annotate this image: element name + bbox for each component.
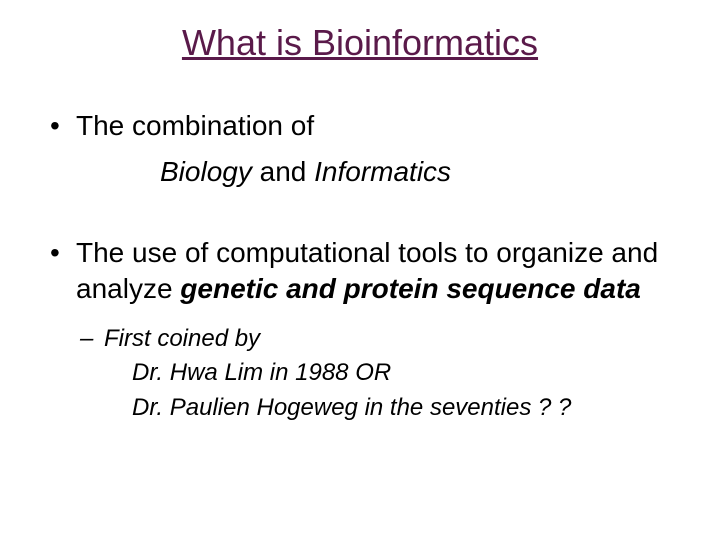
bullet-1-indent: Biology and Informatics bbox=[48, 154, 672, 190]
sub-line-2: Dr. Paulien Hogeweg in the seventies ? ? bbox=[76, 391, 672, 426]
bullet-item-2: The use of computational tools to organi… bbox=[48, 235, 672, 426]
bullet-1-lead: The combination of bbox=[76, 110, 314, 141]
sub-line-1: Dr. Hwa Lim in 1988 OR bbox=[76, 356, 672, 391]
bullet-item-1: The combination of bbox=[48, 108, 672, 144]
bullet-1-and: and bbox=[252, 156, 314, 187]
bullet-2-bold-italic: genetic and protein sequence data bbox=[180, 273, 641, 304]
slide-title: What is Bioinformatics bbox=[48, 22, 672, 64]
bullet-list: The combination of Biology and Informati… bbox=[48, 108, 672, 426]
bullet-1-italic-informatics: Informatics bbox=[314, 156, 451, 187]
sub-list: First coined by bbox=[76, 322, 672, 357]
bullet-1-italic-biology: Biology bbox=[160, 156, 252, 187]
sub-item-lead: First coined by bbox=[76, 322, 672, 357]
